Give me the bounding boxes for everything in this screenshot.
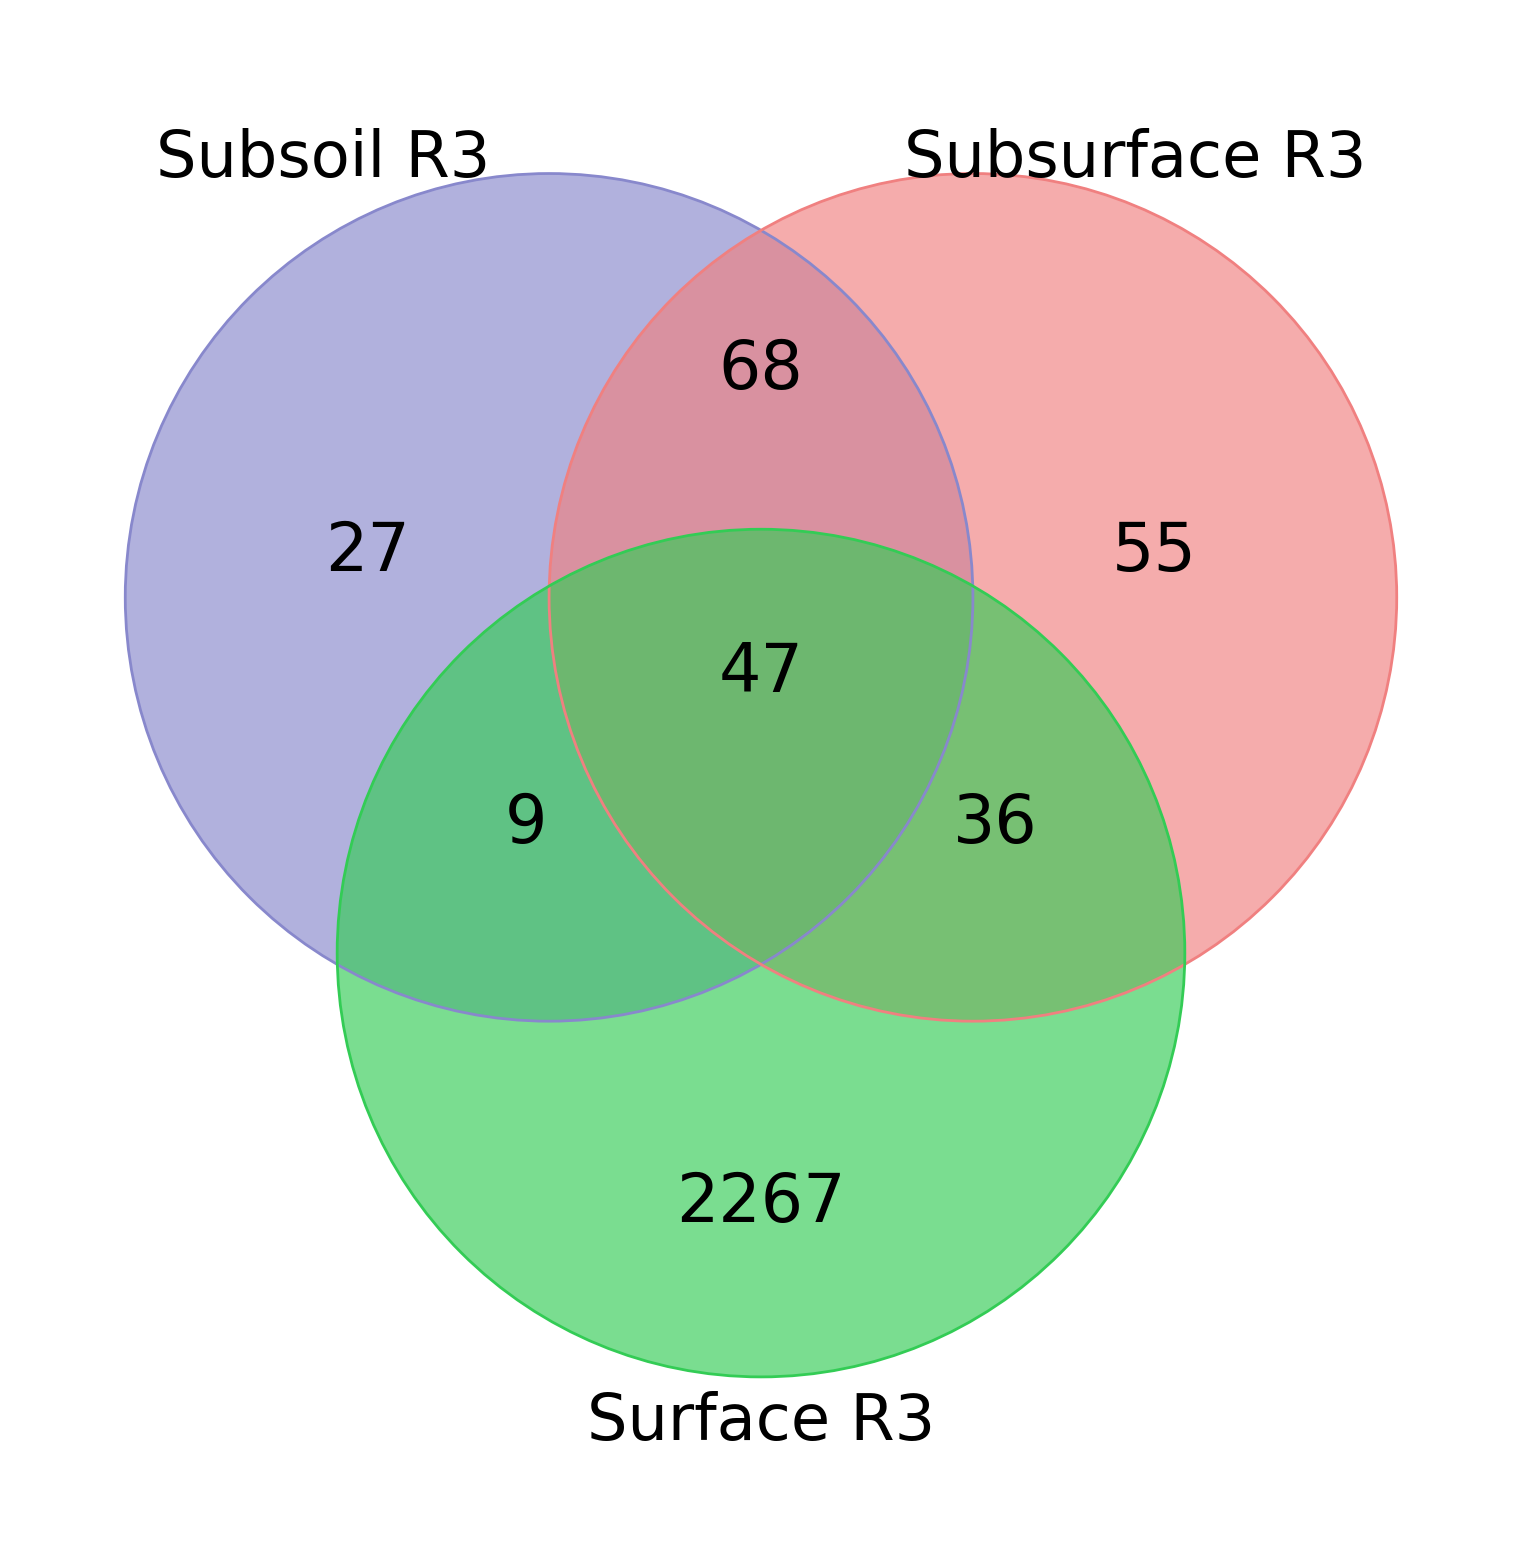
Circle shape (549, 173, 1397, 1020)
Circle shape (338, 530, 1184, 1377)
Text: 9: 9 (505, 791, 548, 857)
Text: 27: 27 (326, 519, 409, 584)
Circle shape (125, 173, 973, 1020)
Text: 2267: 2267 (676, 1170, 846, 1235)
Text: 68: 68 (718, 338, 804, 404)
Text: Subsurface R3: Subsurface R3 (904, 128, 1367, 190)
Text: Surface R3: Surface R3 (587, 1391, 935, 1452)
Text: 55: 55 (1113, 519, 1198, 584)
Text: 47: 47 (718, 640, 804, 706)
Text: 36: 36 (953, 791, 1038, 857)
Text: Subsoil R3: Subsoil R3 (155, 128, 490, 190)
